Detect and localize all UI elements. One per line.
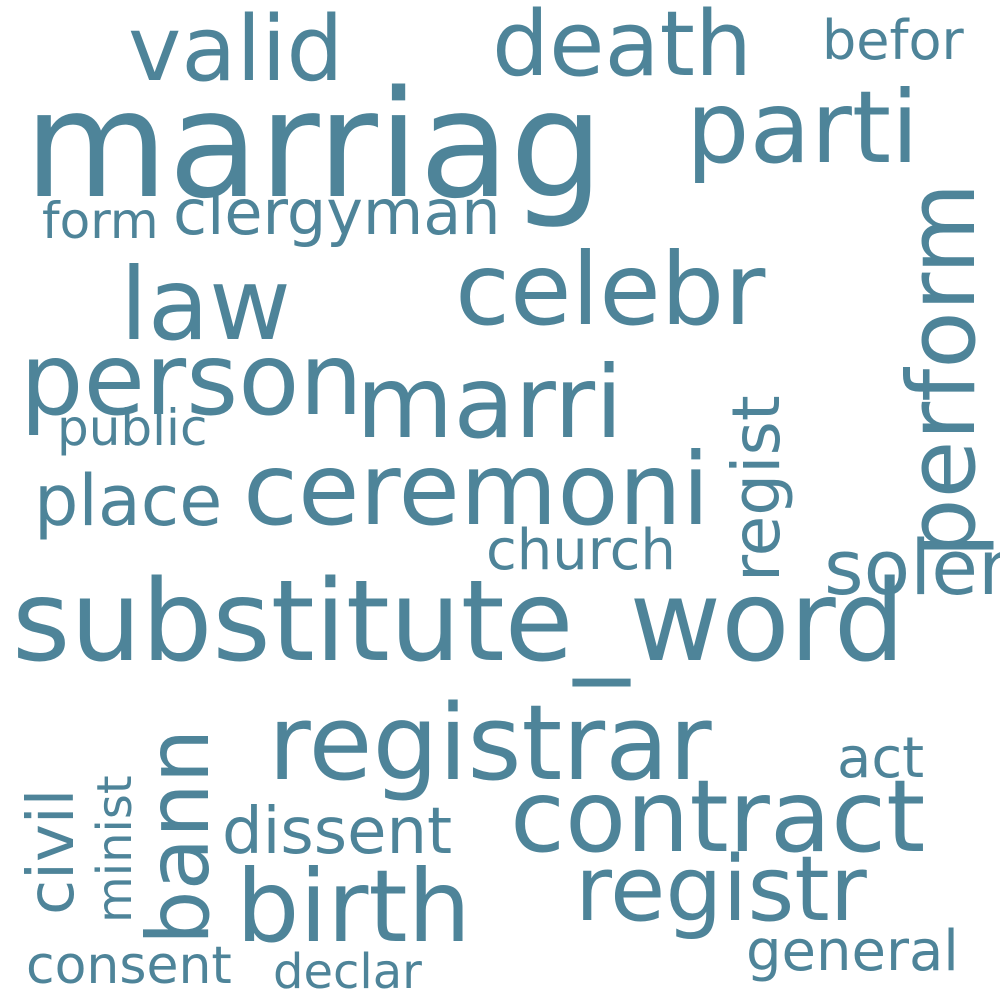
word-birth: birth: [236, 848, 471, 965]
word-solemn: solemn: [824, 523, 1000, 612]
word-registrar: registrar: [268, 682, 712, 804]
word-registr: registr: [575, 837, 867, 942]
word-church: church: [486, 518, 676, 583]
word-civil: civil: [15, 788, 89, 915]
word-bann: bann: [129, 728, 229, 945]
word-person: person: [20, 321, 363, 438]
word-contract: contract: [510, 758, 926, 875]
word-parti: parti: [686, 69, 919, 186]
word-public: public: [57, 399, 208, 457]
word-substitute-word: substitute_word: [12, 557, 905, 687]
word-regist: regist: [718, 395, 795, 582]
word-consent: consent: [26, 936, 232, 996]
word-place: place: [34, 460, 223, 542]
word-form: form: [42, 192, 159, 250]
word-general: general: [746, 919, 959, 984]
word-perform: perform: [888, 182, 997, 558]
word-marriag: marriag: [24, 59, 604, 231]
word-befor: befor: [822, 9, 964, 72]
word-valid: valid: [128, 0, 344, 102]
word-law: law: [120, 246, 291, 363]
word-marri: marri: [356, 344, 623, 461]
word-death: death: [492, 0, 752, 97]
word-clergyman: clergyman: [173, 176, 501, 249]
word-declar: declar: [273, 944, 422, 1000]
word-dissent: dissent: [222, 795, 453, 869]
word-ceremoni: ceremoni: [243, 431, 710, 548]
word-act: act: [837, 726, 925, 791]
word-celebr: celebr: [455, 231, 766, 348]
